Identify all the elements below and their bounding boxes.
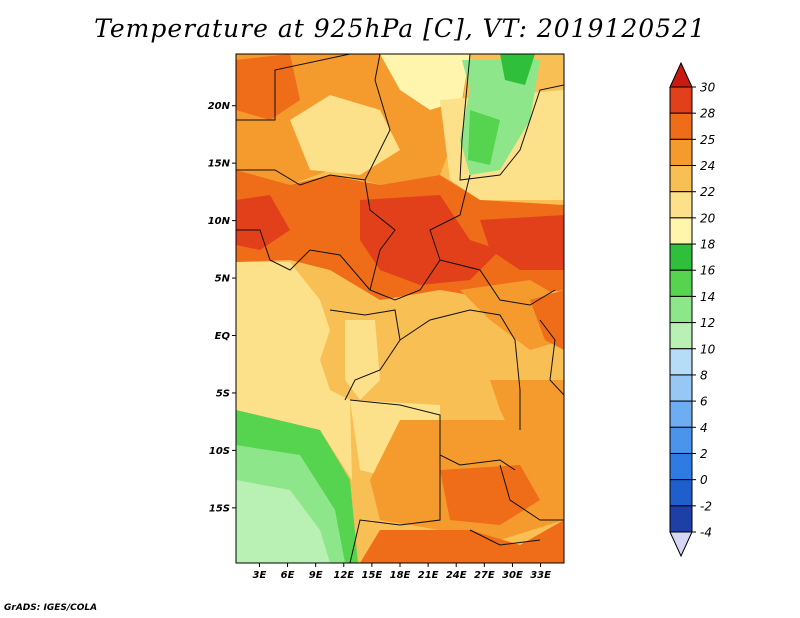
region-gulf-ocean [236, 262, 352, 480]
colorbar-label: 6 [700, 395, 708, 409]
region-uganda-hot [460, 280, 564, 350]
y-axis: 20N 15N 10N 5N EQ 5S 10S 15S [208, 101, 236, 514]
region-congo-basin [330, 300, 540, 420]
region-kenya-hot [530, 290, 564, 350]
border-line [499, 464, 564, 521]
border-line [236, 229, 371, 291]
colorbar-band [669, 426, 693, 454]
colorbar-label: 12 [700, 316, 715, 330]
colorbar-label: 24 [700, 159, 715, 173]
x-tick-label: 9E [309, 570, 323, 581]
colorbar-band [669, 322, 693, 350]
country-borders [236, 54, 564, 563]
colorbar-band [669, 505, 693, 533]
region-congo-inner [345, 320, 380, 400]
temperature-field [236, 54, 564, 563]
colorbar-band [669, 86, 693, 114]
y-tick-label: 5S [216, 388, 230, 399]
y-tick-label: 15S [209, 503, 230, 514]
x-tick-label: 6E [281, 570, 295, 581]
region-zambia-inner [440, 465, 540, 525]
y-tick-label: EQ [215, 331, 231, 342]
colorbar-label: 8 [700, 368, 708, 382]
x-tick-label: 18E [390, 570, 411, 581]
colorbar-band [669, 295, 693, 324]
chart-title: Temperature at 925hPa [C], VT: 201912052… [94, 14, 706, 43]
colorbar-band [669, 138, 693, 167]
border-line [469, 529, 541, 546]
region-tanzania [490, 380, 564, 460]
x-tick-label: 30E [502, 570, 523, 581]
border-line [236, 54, 351, 121]
colorbar-band [669, 191, 693, 219]
colorbar-band [669, 479, 693, 507]
region-south-hot [360, 520, 564, 563]
footer-credit: GrADS: IGES/COLA [4, 603, 98, 613]
region-libya-cool [380, 54, 470, 110]
x-tick-label: 15E [362, 570, 383, 581]
region-sahara-warm [290, 95, 400, 175]
colorbar-label: 0 [700, 473, 708, 487]
colorbar-label: 2 [700, 447, 708, 461]
border-line [349, 455, 441, 563]
border-line [236, 169, 366, 186]
y-tick-label: 20N [208, 101, 231, 112]
colorbar-band [669, 452, 693, 481]
colorbar-label: 30 [700, 81, 716, 95]
border-line [364, 54, 471, 301]
border-line [539, 319, 564, 396]
region-sudan-hot [480, 215, 564, 270]
y-tick-label: 10S [209, 446, 230, 457]
border-line [459, 54, 564, 181]
colorbar-label: 10 [700, 342, 716, 356]
colorbar-label: 16 [700, 264, 716, 278]
x-axis: 3E 6E 9E 12E 15E 18E 21E 24E 27E 30E 33E [253, 563, 551, 581]
colorbar-label: 28 [700, 107, 716, 121]
y-tick-label: 10N [208, 216, 231, 227]
colorbar-band [669, 243, 693, 271]
colorbar-band [669, 269, 693, 297]
colorbar-band [669, 348, 693, 376]
region-westafrica-hot [236, 195, 290, 250]
region-sudan-deepgreen [500, 54, 535, 85]
x-tick-label: 27E [474, 570, 495, 581]
region-sudan-green2 [468, 110, 500, 165]
colorbar-under-arrow [669, 531, 693, 558]
colorbar-label: 20 [700, 211, 716, 225]
colorbar-label: -2 [700, 499, 712, 513]
colorbar-label: 25 [700, 133, 715, 147]
colorbar-label: 22 [700, 185, 715, 199]
region-sahara-hot [236, 54, 300, 120]
colorbar-band [669, 112, 693, 140]
colorbar-band [669, 165, 693, 193]
border-line [439, 259, 556, 306]
colorbar-band [669, 217, 693, 245]
colorbar-label: 18 [700, 238, 716, 252]
x-tick-label: 12E [333, 570, 354, 581]
colorbar-label: -4 [700, 526, 712, 540]
y-tick-label: 5N [215, 274, 231, 285]
colorbar-label: 14 [700, 290, 715, 304]
x-tick-label: 3E [253, 570, 267, 581]
colorbar-band [669, 400, 693, 428]
x-tick-label: 24E [446, 570, 467, 581]
x-tick-label: 21E [418, 570, 439, 581]
colorbar-band [669, 374, 693, 402]
colorbar-over-arrow [669, 61, 693, 88]
colorbar-label: 4 [700, 421, 708, 435]
x-tick-label: 33E [530, 570, 551, 581]
border-line [399, 309, 521, 430]
region-car-hot [360, 195, 500, 285]
region-atlantic-pale [236, 480, 330, 563]
y-tick-label: 15N [208, 159, 231, 170]
